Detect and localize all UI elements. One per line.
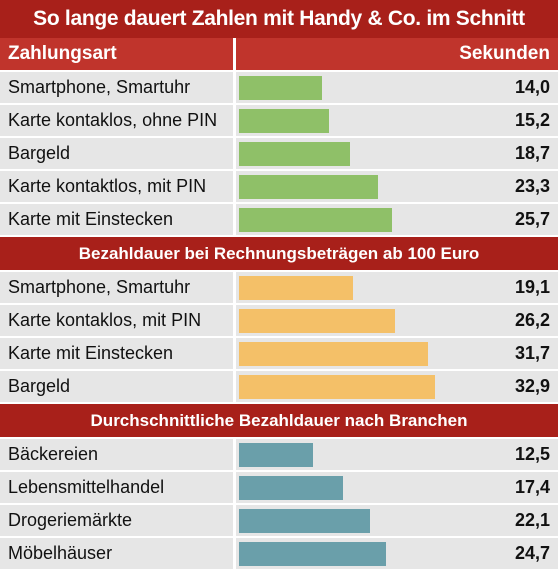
column-header-value: Sekunden — [236, 38, 558, 70]
chart-row: Lebensmittelhandel 17,4 — [0, 472, 558, 503]
chart-row: Karte kontaklos, ohne PIN 15,2 — [0, 105, 558, 136]
bar — [239, 476, 343, 500]
bar-track: 23,3 — [236, 171, 558, 202]
category-label: Smartphone, Smartuhr — [0, 72, 233, 103]
chart-row: Möbelhäuser 24,7 — [0, 538, 558, 569]
category-label: Karte mit Einstecken — [0, 338, 233, 369]
category-label: Karte mit Einstecken — [0, 204, 233, 235]
bar-track: 14,0 — [236, 72, 558, 103]
category-label: Smartphone, Smartuhr — [0, 272, 233, 303]
chart-row: Karte kontaklos, mit PIN 26,2 — [0, 305, 558, 336]
category-label: Karte kontaktlos, mit PIN — [0, 171, 233, 202]
bar-track: 25,7 — [236, 204, 558, 235]
bar — [239, 175, 378, 199]
value-label: 24,7 — [514, 543, 550, 563]
chart-row: Smartphone, Smartuhr 14,0 — [0, 72, 558, 103]
chart-row: Smartphone, Smartuhr 19,1 — [0, 272, 558, 303]
column-header: Zahlungsart Sekunden — [0, 38, 558, 70]
chart-row: Karte mit Einstecken 31,7 — [0, 338, 558, 369]
bar — [239, 375, 435, 399]
category-label: Möbelhäuser — [0, 538, 233, 569]
bar-track: 15,2 — [236, 105, 558, 136]
chart-row: Karte kontaktlos, mit PIN 23,3 — [0, 171, 558, 202]
section-header: Bezahldauer bei Rechnungsbeträgen ab 100… — [0, 237, 558, 270]
category-label: Bargeld — [0, 138, 233, 169]
bar — [239, 542, 386, 566]
value-label: 12,5 — [514, 444, 550, 464]
bar — [239, 76, 322, 100]
value-label: 22,1 — [514, 510, 550, 530]
value-label: 32,9 — [514, 376, 550, 396]
value-label: 18,7 — [514, 143, 550, 163]
category-label: Karte kontaklos, ohne PIN — [0, 105, 233, 136]
bar — [239, 509, 370, 533]
value-label: 17,4 — [514, 477, 550, 497]
bar-track: 24,7 — [236, 538, 558, 569]
bar-track: 17,4 — [236, 472, 558, 503]
chart-row: Bargeld 18,7 — [0, 138, 558, 169]
chart-row: Bargeld 32,9 — [0, 371, 558, 402]
value-label: 26,2 — [514, 310, 550, 330]
value-label: 19,1 — [514, 277, 550, 297]
section-header: Durchschnittliche Bezahldauer nach Branc… — [0, 404, 558, 437]
bar-track: 18,7 — [236, 138, 558, 169]
bar-track: 32,9 — [236, 371, 558, 402]
bar-track: 31,7 — [236, 338, 558, 369]
category-label: Bargeld — [0, 371, 233, 402]
value-label: 25,7 — [514, 209, 550, 229]
bar — [239, 109, 329, 133]
column-header-category: Zahlungsart — [0, 38, 233, 70]
value-label: 23,3 — [514, 176, 550, 196]
bar-track: 19,1 — [236, 272, 558, 303]
bar-track: 26,2 — [236, 305, 558, 336]
bar — [239, 342, 428, 366]
bar-track: 12,5 — [236, 439, 558, 470]
bar — [239, 443, 313, 467]
value-label: 15,2 — [514, 110, 550, 130]
bar — [239, 309, 395, 333]
bar — [239, 208, 392, 232]
bar — [239, 276, 353, 300]
chart-row: Karte mit Einstecken 25,7 — [0, 204, 558, 235]
category-label: Karte kontaklos, mit PIN — [0, 305, 233, 336]
chart-row: Bäckereien 12,5 — [0, 439, 558, 470]
chart-row: Drogeriemärkte 22,1 — [0, 505, 558, 536]
category-label: Lebensmittelhandel — [0, 472, 233, 503]
chart-title: So lange dauert Zahlen mit Handy & Co. i… — [0, 0, 558, 38]
category-label: Bäckereien — [0, 439, 233, 470]
bar — [239, 142, 350, 166]
value-label: 14,0 — [514, 77, 550, 97]
value-label: 31,7 — [514, 343, 550, 363]
bar-track: 22,1 — [236, 505, 558, 536]
category-label: Drogeriemärkte — [0, 505, 233, 536]
